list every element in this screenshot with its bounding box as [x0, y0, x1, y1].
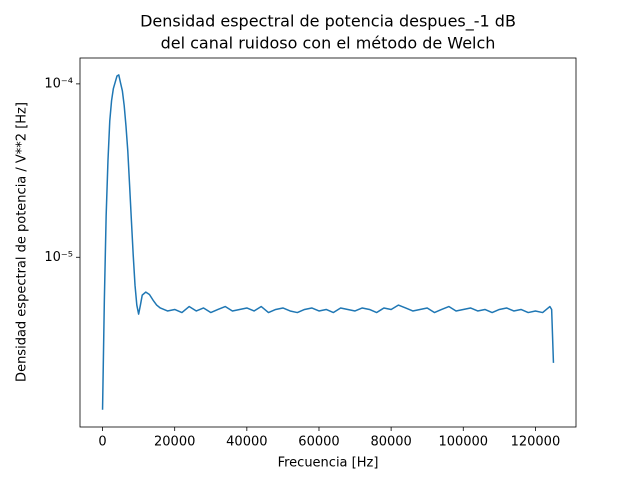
x-tick-label: 120000	[511, 435, 561, 450]
data-line	[101, 74, 555, 410]
chart-title: del canal ruidoso con el método de Welch	[161, 34, 496, 53]
chart-title: Densidad espectral de potencia despues_-…	[140, 12, 516, 32]
x-tick-label: 80000	[370, 435, 411, 450]
x-tick-label: 40000	[226, 435, 267, 450]
y-axis-label: Densidad espectral de potencia / V**2 [H…	[15, 102, 30, 382]
x-axis-label: Frecuencia [Hz]	[278, 456, 379, 471]
y-tick-label: 10⁻⁵	[44, 250, 73, 265]
y-tick-label: 10⁻⁴	[44, 76, 73, 91]
x-tick-label: 0	[98, 435, 106, 450]
x-tick-label: 60000	[298, 435, 339, 450]
x-tick-label: 100000	[438, 435, 488, 450]
x-tick-label: 20000	[154, 435, 195, 450]
plot-frame	[79, 57, 577, 428]
